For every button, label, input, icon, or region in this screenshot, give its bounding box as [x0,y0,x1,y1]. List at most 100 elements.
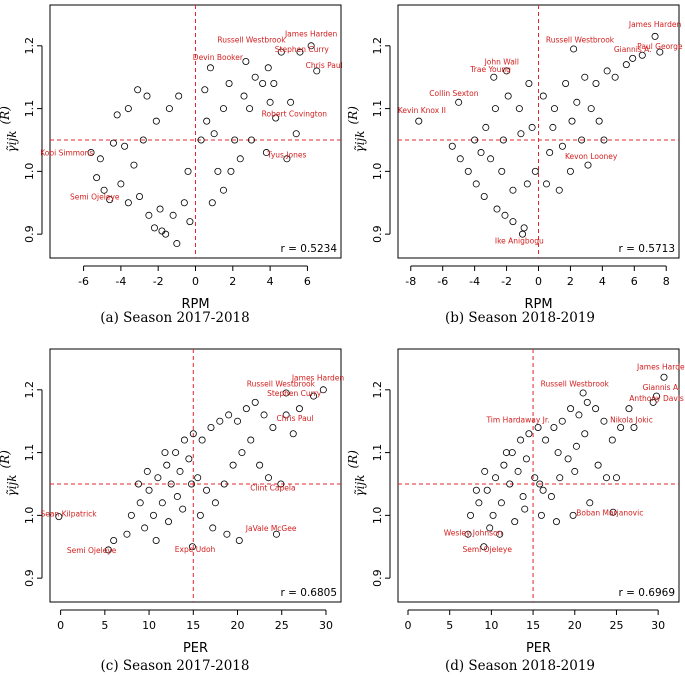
data-point [236,155,244,163]
data-point [519,230,527,238]
data-point [121,142,129,150]
data-point [472,180,480,188]
data-point [210,130,218,138]
player-annotation: Chris Paul [276,414,313,423]
data-point [487,155,495,163]
player-annotation: Semi Ojeleye [70,193,120,202]
data-point [534,423,542,431]
data-point [234,417,242,425]
data-point [492,474,500,482]
data-point [256,461,264,469]
plot-frame [49,348,342,603]
player-annotation: Anthony Davis [629,394,684,403]
player-annotation: Kevon Looney [565,152,618,161]
data-point [539,486,547,494]
data-point [117,180,125,188]
x-tick-label: 20 [231,619,245,632]
data-point [504,92,512,100]
data-point [264,64,272,72]
data-point [568,117,576,125]
data-point [134,480,142,488]
player-annotation: Kevin Knox II [398,106,446,115]
x-tick-label: 25 [609,619,623,632]
player-annotation: Giannis A. [643,383,681,392]
x-tick-label: -2 [501,275,512,288]
y-axis-label: γ̃ijk (R) [0,450,19,497]
data-point [502,449,510,457]
data-point [491,105,499,113]
data-point [287,98,295,106]
data-point [480,192,488,200]
data-point [558,142,566,150]
data-point [152,117,160,125]
data-point [124,105,132,113]
y-axis-label-superscript: (R) [0,450,12,469]
data-point [475,499,483,507]
player-annotation: Semi Ojeleye [462,545,512,554]
data-point [556,474,564,482]
data-point [506,480,514,488]
data-point [113,111,121,119]
data-point [180,436,188,444]
data-point [603,67,611,75]
data-point [594,461,602,469]
panel-caption: (b) Season 2018-2019 [445,310,595,326]
data-point [310,392,318,400]
data-point [216,417,224,425]
player-annotation: Kobi Simmons [40,149,93,158]
x-tick-label: 5 [101,619,108,632]
data-point [272,114,280,122]
data-point [612,474,620,482]
data-point [592,79,600,87]
y-axis-label-symbol: γ̃ijk [353,474,367,496]
data-point [165,518,173,526]
data-point [163,461,171,469]
x-tick-label: 25 [275,619,289,632]
data-point [477,149,485,157]
y-axis-label-symbol: γ̃ijk [5,130,19,152]
data-point [282,411,290,419]
data-point [456,155,464,163]
data-point [266,98,274,106]
data-point [546,149,554,157]
x-tick-label: -6 [78,275,89,288]
data-point [569,511,577,519]
data-point [579,389,587,397]
player-annotation: James Harden [284,29,338,38]
data-point [227,167,235,175]
data-point [656,48,664,56]
data-point [219,186,227,194]
data-point [592,405,600,413]
data-point [145,486,153,494]
data-point [481,467,489,475]
data-point [262,149,270,157]
player-annotation: Nikola Jokic [610,415,653,424]
x-tick-label: -4 [115,275,126,288]
data-point [143,467,151,475]
data-point [289,430,297,438]
data-point [251,73,259,81]
player-annotation: Boban Marjanovic [576,508,643,517]
x-axis-label: RPM [181,297,209,312]
data-point [211,499,219,507]
data-point [196,511,204,519]
y-axis-label-superscript: (R) [346,106,360,125]
x-axis-label: RPM [524,297,552,312]
x-axis-label: PER [183,641,208,656]
x-tick-label: 30 [319,619,333,632]
y-axis-label-superscript: (R) [346,450,360,469]
data-point [156,205,164,213]
data-point [259,79,267,87]
player-annotation: Russell Westbrook [546,36,615,45]
data-point [515,105,523,113]
data-point [629,54,637,62]
data-point [152,536,160,544]
x-tick-label: 0 [192,275,199,288]
y-tick-label: 0.9 [23,569,36,587]
player-annotation: Chris Paul [306,61,343,70]
data-point [269,423,277,431]
x-tick-label: 6 [631,275,638,288]
data-point [584,161,592,169]
data-point [521,505,529,513]
data-point [486,524,494,532]
